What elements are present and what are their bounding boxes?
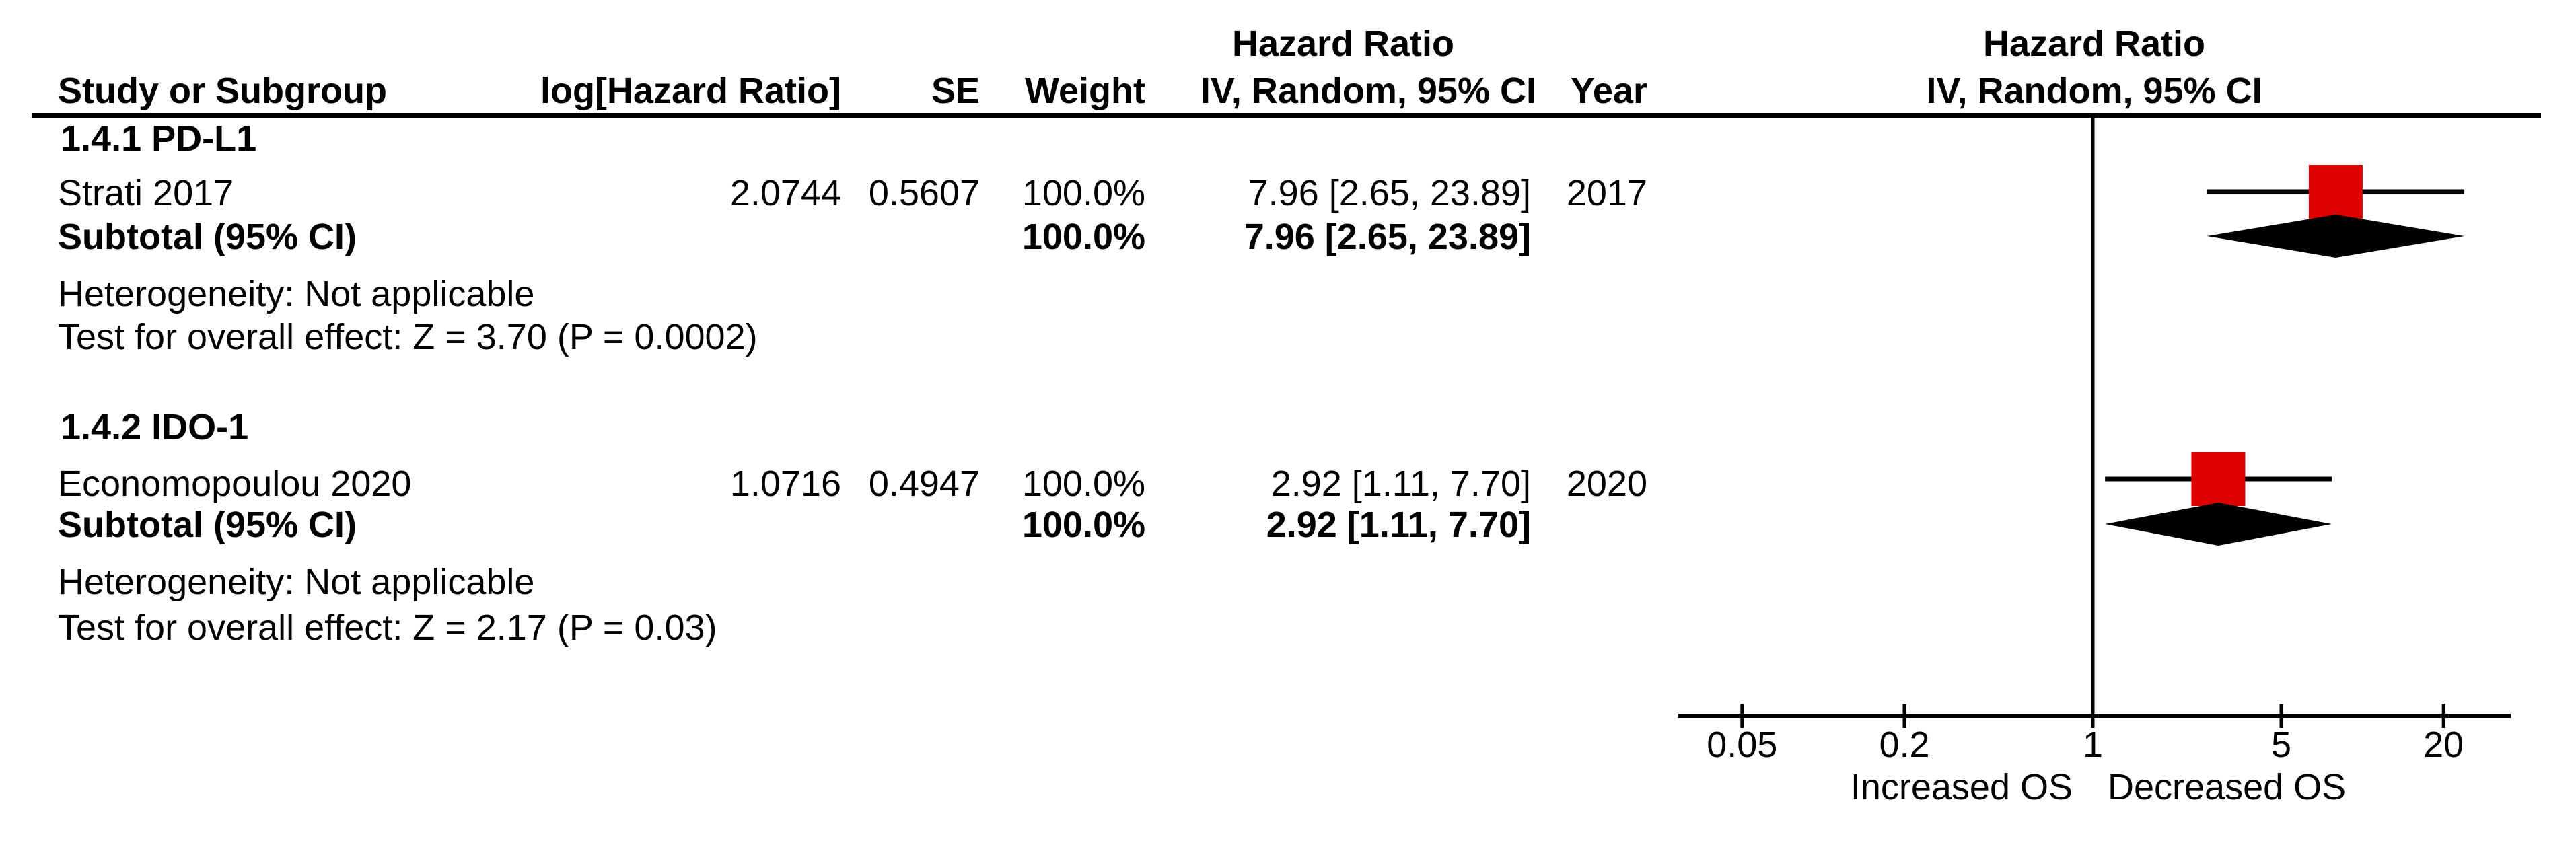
study-weight: 100.0% <box>1022 173 1145 213</box>
col-header-year: Year <box>1570 71 1647 111</box>
col-header-se: SE <box>931 71 980 111</box>
col-header-study: Study or Subgroup <box>58 71 387 111</box>
subtotal-label: Subtotal (95% CI) <box>58 217 357 257</box>
axis-tick-label: 5 <box>2270 725 2292 765</box>
axis-tick-label: 1 <box>2082 725 2104 765</box>
axis-label-decreased-os: Decreased OS <box>2108 767 2347 807</box>
axis-tick-label: 0.2 <box>1879 725 1930 765</box>
overall-effect-line: Test for overall effect: Z = 2.17 (P = 0… <box>58 608 717 648</box>
subgroup-title: 1.4.2 IDO-1 <box>61 407 249 447</box>
axis-tick-label: 20 <box>2423 725 2464 765</box>
axis-label-increased-os: Increased OS <box>1850 767 2073 807</box>
study-year: 2020 <box>1566 464 1647 504</box>
plot-header-line2: IV, Random, 95% CI <box>1926 71 2262 111</box>
x-axis-direction-labels: Increased OS Decreased OS <box>1851 768 2346 806</box>
table-effect-header: Hazard Ratio <box>1231 24 1455 64</box>
axis-tick-mark <box>1902 704 1906 728</box>
col-header-loghr: log[Hazard Ratio] <box>540 71 841 111</box>
point-estimate-square <box>2308 165 2363 219</box>
subtotal-diamond <box>2207 215 2465 258</box>
study-se: 0.5607 <box>868 173 980 213</box>
plot-header-line1: Hazard Ratio <box>1982 24 2206 64</box>
header-divider-rule <box>32 113 2541 118</box>
heterogeneity-line: Heterogeneity: Not applicable <box>58 274 535 314</box>
subgroup-title: 1.4.1 PD-L1 <box>61 118 257 159</box>
heterogeneity-line: Heterogeneity: Not applicable <box>58 562 535 602</box>
col-header-ci: IV, Random, 95% CI <box>1200 71 1536 111</box>
axis-tick-mark <box>1740 704 1744 728</box>
subtotal-label: Subtotal (95% CI) <box>58 505 357 545</box>
overall-effect-line: Test for overall effect: Z = 3.70 (P = 0… <box>58 317 758 357</box>
study-loghr: 2.0744 <box>729 173 841 213</box>
subtotal-weight: 100.0% <box>1022 505 1145 545</box>
subtotal-ci: 2.92 [1.11, 7.70] <box>1266 505 1531 545</box>
point-estimate-square <box>2191 452 2246 506</box>
subtotal-ci: 7.96 [2.65, 23.89] <box>1244 217 1531 257</box>
axis-tick-mark <box>2091 704 2095 728</box>
study-year: 2017 <box>1566 173 1647 213</box>
axis-tick-mark <box>2279 704 2283 728</box>
axis-tick-label: 0.05 <box>1707 725 1778 765</box>
study-ci: 2.92 [1.11, 7.70] <box>1271 464 1531 504</box>
study-weight: 100.0% <box>1022 464 1145 504</box>
study-name: Strati 2017 <box>58 173 234 213</box>
study-ci: 7.96 [2.65, 23.89] <box>1248 173 1531 213</box>
study-loghr: 1.0716 <box>729 464 841 504</box>
subtotal-diamond <box>2105 503 2332 546</box>
axis-tick-mark <box>2441 704 2445 728</box>
null-effect-line <box>2091 118 2095 716</box>
study-name: Economopoulou 2020 <box>58 464 412 504</box>
subtotal-weight: 100.0% <box>1022 217 1145 257</box>
col-header-weight: Weight <box>1025 71 1145 111</box>
study-se: 0.4947 <box>868 464 980 504</box>
